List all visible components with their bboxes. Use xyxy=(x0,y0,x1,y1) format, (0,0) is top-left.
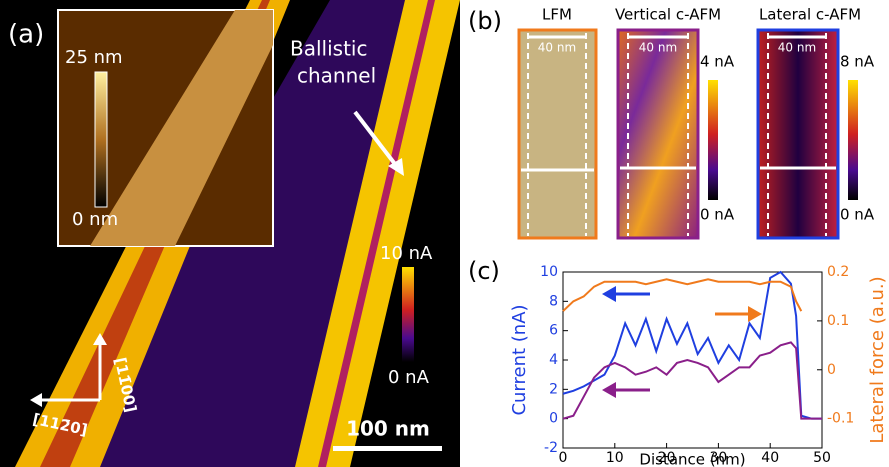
colorbar-min: 0 nA xyxy=(388,367,430,388)
colorbar-min: 0 nA xyxy=(700,206,735,224)
colorbar xyxy=(708,80,718,200)
colorbar-max: 10 nA xyxy=(380,243,433,264)
map-title: LFM xyxy=(542,6,572,24)
inset-colorbar xyxy=(95,72,107,207)
scale-bar-label: 100 nm xyxy=(346,417,430,441)
panel-label: (c) xyxy=(468,257,500,285)
scale-bar xyxy=(333,446,442,451)
y-tick-label: 6 xyxy=(549,323,558,339)
colorbar-min: 0 nA xyxy=(840,206,875,224)
annotation-arrows xyxy=(602,286,762,398)
y2-tick-label: 0 xyxy=(827,362,836,378)
panel-label: (b) xyxy=(468,7,502,35)
x-tick-label: 40 xyxy=(761,450,779,466)
colorbar-max: 4 nA xyxy=(700,53,735,71)
inset-min: 0 nm xyxy=(72,209,118,230)
y2-tick-label: -0.1 xyxy=(827,411,854,427)
map-scale: 40 nm xyxy=(639,41,677,55)
y2-axis-label: Lateral force (a.u.) xyxy=(867,276,888,443)
y2-tick-label: 0.2 xyxy=(827,264,849,280)
y-tick-label: 4 xyxy=(549,352,558,368)
annotation: channel xyxy=(297,64,376,88)
x-axis-label: Distance (nm) xyxy=(639,451,745,467)
data-line xyxy=(563,342,822,418)
y-tick-label: -2 xyxy=(544,440,558,456)
map-scale: 40 nm xyxy=(538,41,576,55)
x-tick-label: 10 xyxy=(606,450,624,466)
y2-tick-label: 0.1 xyxy=(827,313,849,329)
figure: 25 nm 0 nm (a) Ballistic channel 10 nA 0… xyxy=(0,0,889,467)
inset-max: 25 nm xyxy=(65,47,123,68)
lfm-map xyxy=(519,30,596,238)
y-axis-label: Current (nA) xyxy=(509,304,530,415)
vertical-map xyxy=(618,30,698,238)
page: {"panel_a": {"label": "(a)", "inset_scal… xyxy=(0,0,889,467)
map-title: Lateral c-AFM xyxy=(759,6,861,24)
y-tick-label: 10 xyxy=(540,264,558,280)
y-tick-label: 8 xyxy=(549,293,558,309)
y-tick-label: 2 xyxy=(549,381,558,397)
colorbar xyxy=(402,267,414,362)
x-tick-label: 0 xyxy=(559,450,568,466)
colorbar-max: 8 nA xyxy=(840,53,875,71)
colorbar xyxy=(848,80,858,200)
plot-frame xyxy=(563,272,822,448)
annotation: Ballistic xyxy=(290,37,367,61)
panel-label: (a) xyxy=(8,20,44,50)
map-scale: 40 nm xyxy=(778,41,816,55)
y-tick-label: 0 xyxy=(549,411,558,427)
map-title: Vertical c-AFM xyxy=(615,6,721,24)
x-tick-label: 50 xyxy=(813,450,831,466)
